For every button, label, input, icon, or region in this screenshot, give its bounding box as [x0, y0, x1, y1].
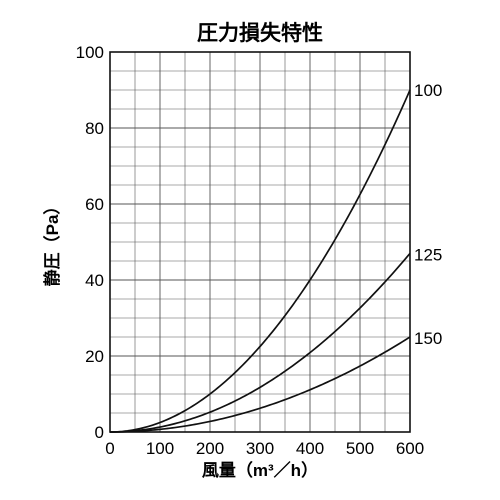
plot-frame — [109, 51, 411, 433]
series-label-100: 100 — [414, 81, 442, 100]
series-line-100 — [109, 89, 411, 433]
y-tick-label: 80 — [85, 119, 104, 138]
y-tick-labels: 0 20 40 60 80 100 — [76, 43, 104, 442]
series-line-125 — [109, 252, 411, 433]
x-tick-label: 400 — [296, 439, 324, 458]
x-tick-label: 100 — [146, 439, 174, 458]
series-curves — [109, 89, 411, 433]
x-tick-label: 600 — [396, 439, 424, 458]
series-label-125: 125 — [414, 245, 442, 264]
series-labels: 100 125 150 — [414, 81, 442, 348]
series-label-150: 150 — [414, 329, 442, 348]
x-tick-label: 200 — [196, 439, 224, 458]
y-tick-label: 20 — [85, 347, 104, 366]
x-tick-label: 500 — [346, 439, 374, 458]
series-line-150 — [109, 336, 411, 433]
grid — [110, 52, 410, 432]
y-tick-label: 100 — [76, 43, 104, 62]
y-tick-label: 60 — [85, 195, 104, 214]
y-tick-label: 0 — [95, 423, 104, 442]
y-axis-label: 静圧（Pa） — [42, 198, 62, 287]
x-axis-label: 風量（m³／h） — [202, 460, 318, 480]
chart-title: 圧力損失特性 — [197, 21, 323, 45]
x-tick-label: 300 — [246, 439, 274, 458]
x-tick-label: 0 — [105, 439, 114, 458]
x-tick-labels: 0 100 200 300 400 500 600 — [105, 439, 424, 458]
y-tick-label: 40 — [85, 271, 104, 290]
